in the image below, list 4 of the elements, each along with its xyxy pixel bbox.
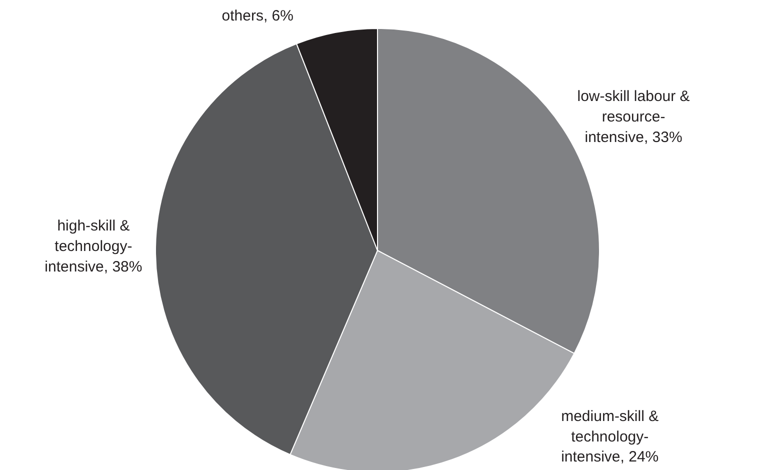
slice-label: low-skill labour & resource-intensive, 33% xyxy=(577,88,690,146)
slice-label: high-skill & technology-intensive, 38% xyxy=(44,218,142,276)
slice-label: medium-skill & technology-intensive, 24% xyxy=(561,408,659,466)
slice-label: others, 6% xyxy=(222,8,294,25)
